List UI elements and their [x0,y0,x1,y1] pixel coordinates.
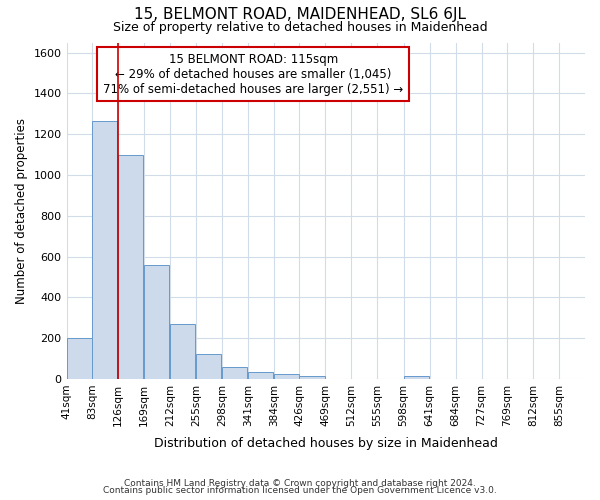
X-axis label: Distribution of detached houses by size in Maidenhead: Distribution of detached houses by size … [154,437,498,450]
Text: 15 BELMONT ROAD: 115sqm
← 29% of detached houses are smaller (1,045)
71% of semi: 15 BELMONT ROAD: 115sqm ← 29% of detache… [103,52,403,96]
Bar [92,121,118,379]
Text: 15, BELMONT ROAD, MAIDENHEAD, SL6 6JL: 15, BELMONT ROAD, MAIDENHEAD, SL6 6JL [134,8,466,22]
Bar [196,354,221,379]
Bar [144,264,169,379]
Text: Size of property relative to detached houses in Maidenhead: Size of property relative to detached ho… [113,21,487,34]
Bar [118,154,143,379]
Y-axis label: Number of detached properties: Number of detached properties [15,118,28,304]
Text: Contains HM Land Registry data © Crown copyright and database right 2024.: Contains HM Land Registry data © Crown c… [124,478,476,488]
Bar [404,376,429,379]
Bar [170,324,196,379]
Text: Contains public sector information licensed under the Open Government Licence v3: Contains public sector information licen… [103,486,497,495]
Bar [67,338,92,379]
Bar [274,374,299,379]
Bar [222,366,247,379]
Bar [299,376,325,379]
Bar [248,372,274,379]
